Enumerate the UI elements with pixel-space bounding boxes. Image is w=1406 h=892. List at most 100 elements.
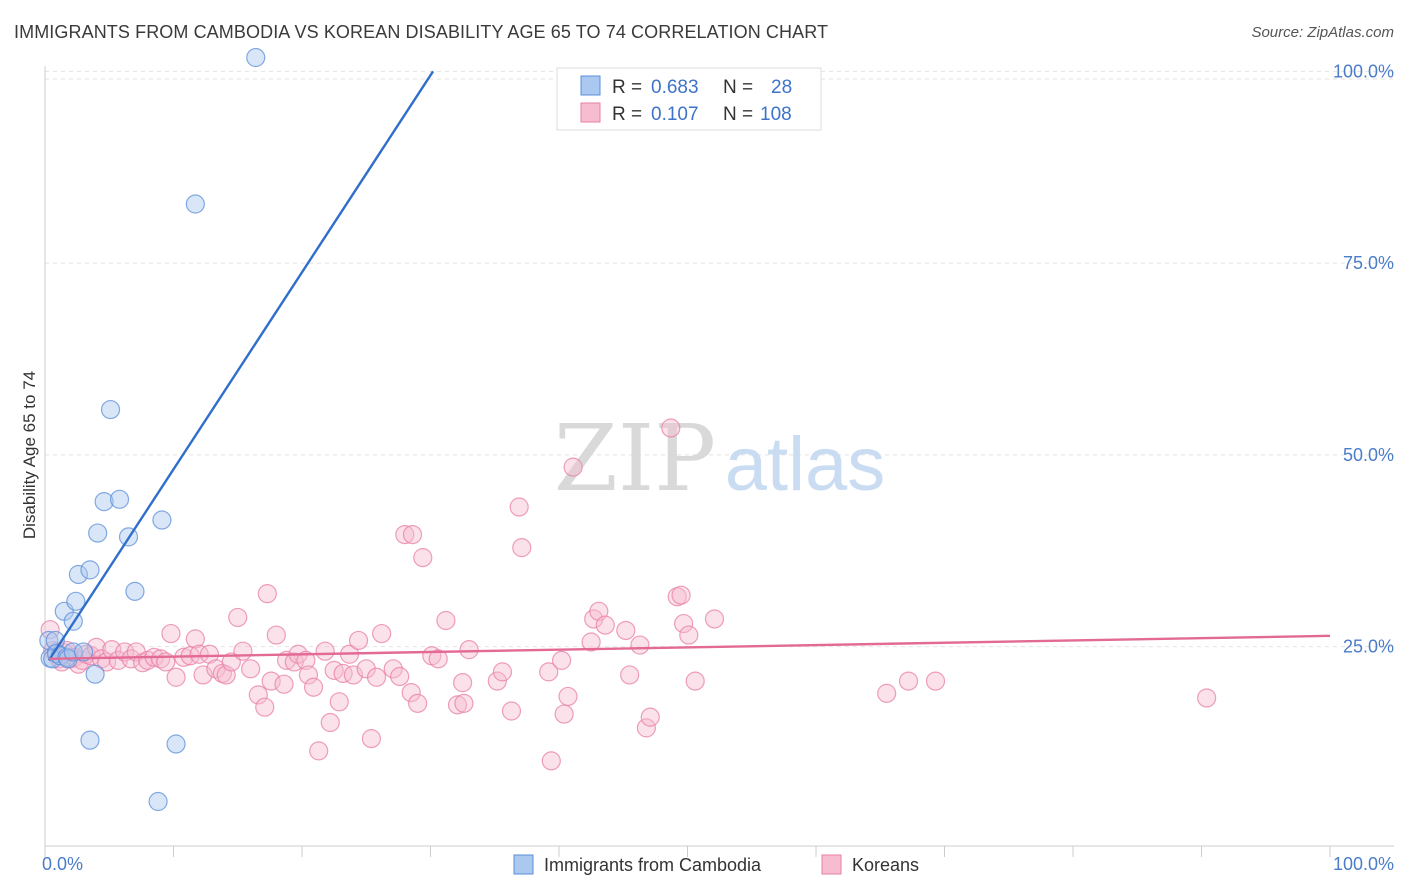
korean-point-53 (309, 741, 329, 761)
korean-point-103 (671, 585, 691, 605)
axes (44, 66, 1394, 857)
korean-point-47 (276, 650, 297, 670)
korean-point-110 (1197, 688, 1217, 708)
korean-point-82 (501, 701, 522, 721)
korean-point-58 (333, 663, 353, 684)
korean-point-87 (551, 650, 572, 670)
korean-point-52 (303, 677, 324, 697)
korean-point-31 (189, 644, 209, 664)
korean-point-72 (413, 548, 433, 568)
y-tick-label-75: 75.0% (1343, 253, 1394, 273)
korean-point-24 (151, 649, 171, 669)
korean-point-85 (541, 751, 561, 771)
cambodia-point-11 (66, 591, 86, 611)
bottom-legend-swatch-cambodia (513, 854, 534, 875)
legend-box (556, 67, 822, 131)
legend-n-value-1: 28 (771, 77, 792, 98)
cambodia-point-9 (63, 642, 83, 662)
y-tick-label-25: 25.0% (1343, 637, 1394, 657)
cambodia-point-12 (68, 564, 89, 585)
cambodia-point-18 (94, 492, 114, 512)
korean-point-38 (228, 607, 248, 628)
legend-r-label-1: R = (612, 77, 642, 98)
korean-point-97 (630, 635, 650, 655)
cambodia-point-16 (85, 664, 105, 684)
bottom-legend-label-cambodia: Immigrants from Cambodia (544, 855, 762, 875)
cambodia-point-14 (80, 730, 100, 750)
korean-point-39 (233, 641, 253, 661)
korean-point-81 (492, 662, 513, 682)
legend-swatch-koreans (580, 102, 601, 123)
korean-point-96 (620, 665, 640, 685)
korean-point-30 (185, 629, 205, 649)
cambodia-point-17 (88, 523, 108, 543)
korean-point-86 (539, 662, 559, 682)
cambodia-point-26 (185, 194, 205, 214)
korean-point-66 (383, 659, 403, 679)
korean-point-102 (674, 613, 694, 634)
korean-point-90 (563, 457, 583, 477)
korean-point-100 (661, 418, 681, 438)
korean-point-88 (554, 704, 574, 724)
bottom-legend-swatch-koreans (821, 854, 842, 875)
cambodia-point-23 (152, 510, 172, 530)
cambodia-point-15 (80, 560, 100, 580)
legend-r-label-2: R = (612, 104, 642, 125)
source-credit: Source: ZipAtlas.com (1251, 24, 1394, 41)
korean-point-46 (274, 674, 294, 694)
trend-lines (47, 70, 1331, 662)
korean-point-91 (581, 632, 601, 652)
cambodia-point-24 (166, 734, 186, 754)
korean-point-107 (877, 683, 897, 703)
correlation-legend: R = 0.683 N = 28 R = 0.107 N = 108 (556, 67, 822, 131)
y-tick-labels: 25.0% 50.0% 75.0% 100.0% (1333, 61, 1394, 656)
watermark-zip: ZIP (554, 405, 716, 512)
y-tick-label-100: 100.0% (1333, 61, 1394, 81)
cambodia-point-22 (125, 581, 145, 601)
korean-point-80 (487, 671, 507, 691)
cambodia-point-13 (73, 642, 94, 662)
korean-point-75 (436, 610, 456, 631)
korean-point-95 (616, 620, 636, 641)
korean-point-26 (161, 623, 181, 644)
cambodia-point-19 (100, 399, 121, 420)
legend-n-value-2: 108 (760, 104, 792, 125)
korean-point-69 (401, 682, 421, 703)
korean-point-64 (366, 667, 387, 687)
korean-point-108 (898, 671, 919, 691)
korean-point-79 (459, 640, 479, 660)
x-tick-label-max: 100.0% (1333, 854, 1394, 874)
korean-point-94 (595, 615, 615, 635)
legend-n-label-1: N = (723, 77, 753, 98)
korean-point-63 (361, 729, 381, 749)
korean-point-106 (704, 609, 725, 629)
korean-point-61 (348, 630, 369, 651)
x-tick-label-min: 0.0% (42, 854, 83, 874)
korean-point-98 (636, 718, 656, 738)
chart-title: IMMIGRANTS FROM CAMBODIA VS KOREAN DISAB… (14, 22, 829, 42)
korean-point-27 (166, 667, 186, 687)
cambodia-point-27 (246, 47, 266, 68)
y-tick-label-50: 50.0% (1343, 445, 1394, 465)
korean-point-70 (408, 693, 428, 713)
korean-point-42 (255, 697, 275, 717)
legend-r-value-2: 0.107 (651, 104, 699, 125)
watermark-atlas: atlas (725, 422, 886, 507)
korean-point-54 (315, 641, 335, 661)
koreans-trend-line (48, 634, 1331, 661)
gridlines (45, 70, 1394, 648)
korean-point-50 (296, 650, 316, 670)
korean-point-41 (248, 685, 268, 705)
korean-point-51 (298, 665, 319, 685)
legend-r-value-1: 0.683 (651, 77, 699, 98)
korean-point-109 (925, 671, 946, 691)
legend-swatch-cambodia (580, 75, 601, 96)
korean-point-55 (320, 712, 340, 733)
bottom-legend-label-koreans: Koreans (852, 855, 919, 875)
cambodia-trend-line (47, 70, 435, 662)
korean-point-105 (685, 671, 705, 691)
cambodia-point-20 (109, 489, 130, 509)
korean-point-43 (257, 584, 277, 604)
korean-point-71 (402, 524, 423, 545)
